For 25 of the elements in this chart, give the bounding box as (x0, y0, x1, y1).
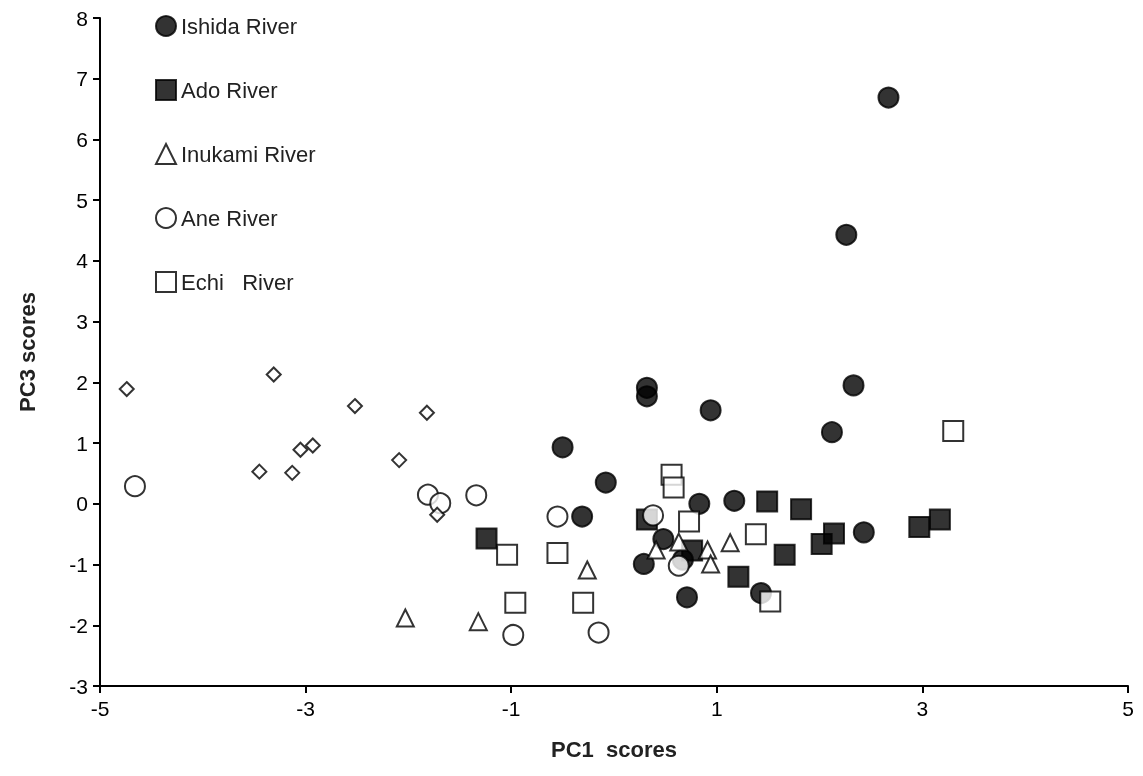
y-tick-label: 3 (76, 310, 88, 334)
y-tick-label: 0 (76, 492, 88, 516)
x-tick-label: -3 (296, 697, 315, 720)
y-tick-label: -1 (69, 553, 88, 577)
y-tick-label: 7 (76, 67, 88, 91)
x-tick-label: 1 (710, 697, 723, 720)
y-tick-label: -3 (69, 674, 88, 698)
x-tick-label: -1 (501, 697, 521, 720)
legend-label: Ishida River (181, 13, 298, 39)
x-tick-label: -5 (90, 697, 110, 720)
legend-label: Echi River (181, 269, 294, 295)
y-tick-label: 1 (76, 431, 88, 455)
y-tick-label: 2 (76, 370, 88, 394)
y-tick-label: 6 (76, 127, 88, 151)
legend-label: Ane River (181, 205, 278, 231)
y-tick-label: -2 (69, 613, 88, 637)
x-tick-label: 5 (1122, 697, 1134, 720)
y-tick-label: 4 (76, 249, 89, 273)
y-tick-label: 5 (76, 188, 88, 212)
legend-label: Inukami River (181, 141, 316, 167)
y-tick-label: 8 (76, 6, 88, 30)
y-axis-title: PC3 scores (14, 292, 40, 412)
x-axis-title: PC1 scores (551, 736, 677, 762)
legend-label: Ado River (181, 77, 278, 103)
x-tick-label: 3 (916, 697, 929, 720)
